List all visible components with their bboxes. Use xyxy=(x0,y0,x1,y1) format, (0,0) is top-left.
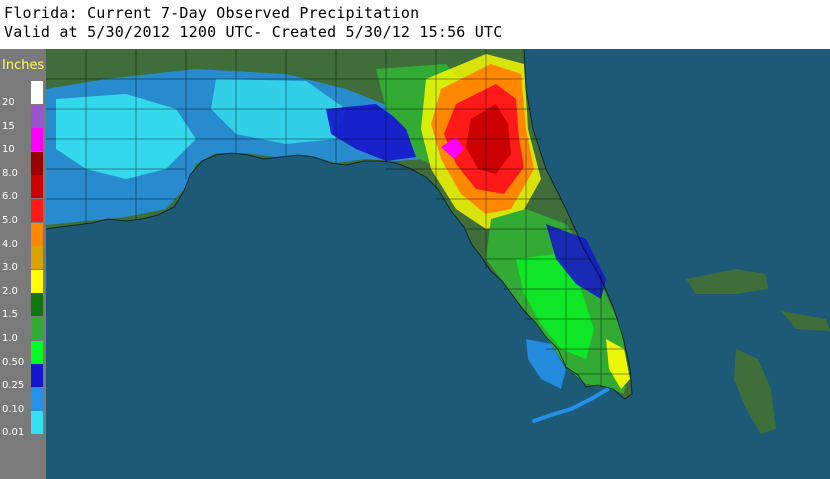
legend-swatch xyxy=(31,317,43,340)
precip-yellow-se xyxy=(606,339,630,389)
header: Florida: Current 7-Day Observed Precipit… xyxy=(0,0,830,49)
legend-swatch xyxy=(31,128,43,152)
legend-label: 10 xyxy=(2,144,15,156)
map-title: Florida: Current 7-Day Observed Precipit… xyxy=(4,4,420,22)
precip-cyan-spots-1 xyxy=(56,94,196,179)
legend-swatch xyxy=(31,269,43,293)
legend-swatch xyxy=(31,175,43,199)
county-boundaries xyxy=(46,49,631,387)
legend-label: 1.0 xyxy=(2,333,18,344)
bahamas-grand xyxy=(686,269,768,294)
legend-label: 0.50 xyxy=(2,356,25,368)
legend-label: 2.0 xyxy=(2,285,18,297)
legend-label: 0.25 xyxy=(2,380,25,392)
legend-swatch xyxy=(31,364,43,388)
legend-label: 0.01 xyxy=(2,427,25,439)
map-canvas xyxy=(46,49,830,479)
legend-label: 8.0 xyxy=(2,167,18,179)
legend-swatch xyxy=(31,81,43,104)
legend-label: 5.0 xyxy=(2,215,18,226)
legend-label: 6.0 xyxy=(2,191,18,203)
legend-label: 1.5 xyxy=(2,309,18,321)
florida-precipitation-map xyxy=(46,49,830,479)
legend-swatch xyxy=(31,293,43,317)
legend-swatch xyxy=(31,340,43,364)
precip-blue-peninsula xyxy=(546,224,606,299)
legend-label: 0.10 xyxy=(2,403,25,415)
legend-label: 20 xyxy=(2,97,15,108)
precip-cyan-spots-2 xyxy=(211,79,346,144)
legend-swatch xyxy=(31,246,43,270)
precip-dark-blue-panhandle xyxy=(326,104,416,161)
bahamas-small xyxy=(781,311,830,331)
precip-magenta-core xyxy=(441,137,464,159)
legend-title: Inches xyxy=(2,58,45,73)
florida-keys xyxy=(532,387,610,423)
legend-swatch xyxy=(31,151,43,175)
precip-blue-sw-coast xyxy=(526,339,566,389)
coastline xyxy=(46,49,633,400)
bahamas-andros xyxy=(734,349,776,434)
legend-swatch xyxy=(31,104,43,128)
precipitation-legend: Inches 20 15 10 8.0 6.0 5.0 4.0 3.0 2.0 1.5 1.0 0.5… xyxy=(0,49,46,479)
map-subtitle: Valid at 5/30/2012 1200 UTC- Created 5/3… xyxy=(4,23,503,41)
legend-label: 15 xyxy=(2,120,15,132)
legend-swatch xyxy=(31,411,43,435)
legend-swatch xyxy=(31,387,43,411)
legend-label: 3.0 xyxy=(2,262,18,274)
legend-swatch xyxy=(31,199,43,222)
legend-label: 4.0 xyxy=(2,238,18,250)
legend-swatch xyxy=(31,222,43,246)
